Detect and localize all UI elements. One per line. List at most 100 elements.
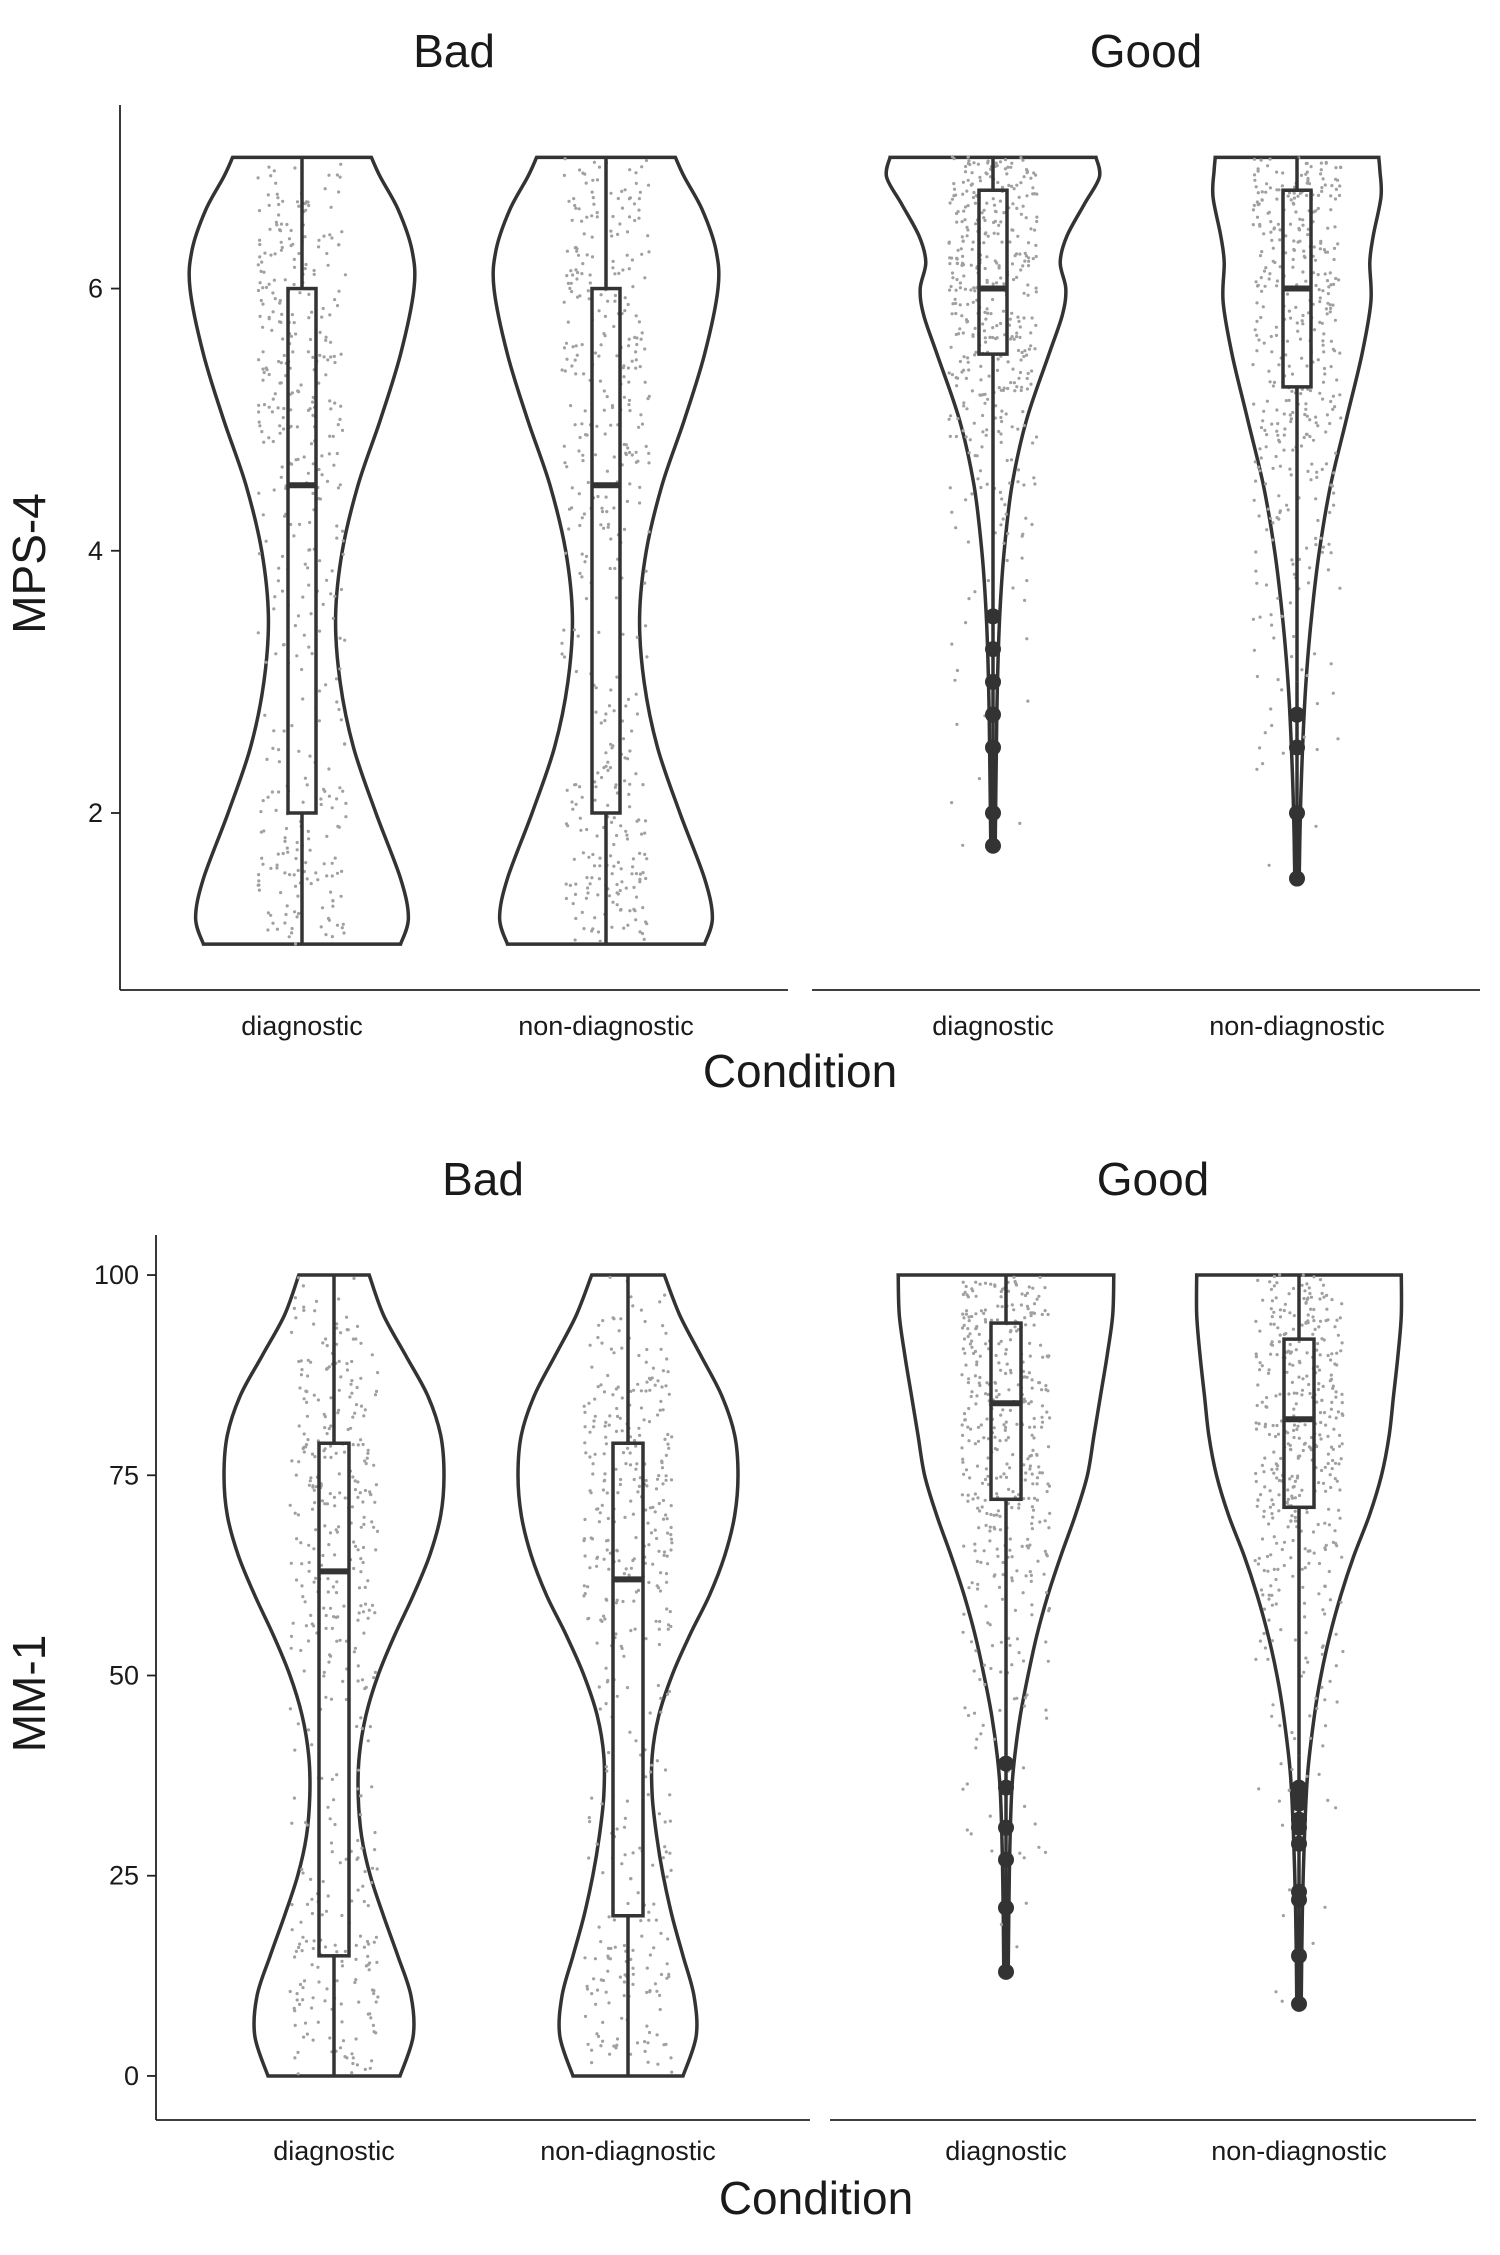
- jitter-point: [1022, 354, 1026, 359]
- jitter-point: [593, 1957, 598, 1961]
- jitter-point: [319, 797, 323, 801]
- jitter-point: [1308, 1714, 1312, 1718]
- jitter-point: [1302, 249, 1306, 253]
- jitter-point: [1320, 467, 1324, 471]
- jitter-point: [345, 1362, 349, 1366]
- jitter-point: [1027, 259, 1031, 263]
- jitter-point: [338, 786, 342, 790]
- jitter-point: [266, 928, 270, 932]
- jitter-point: [301, 697, 305, 701]
- jitter-point: [1304, 279, 1308, 283]
- jitter-point: [357, 1586, 362, 1590]
- jitter-point: [289, 408, 293, 412]
- jitter-point: [1021, 158, 1025, 162]
- jitter-point: [969, 1640, 974, 1644]
- jitter-point: [324, 1695, 328, 1699]
- jitter-point: [1253, 328, 1257, 332]
- jitter-point: [1016, 234, 1020, 238]
- jitter-point: [1322, 332, 1326, 336]
- jitter-point: [634, 1590, 639, 1594]
- violin-group: non-diagnostic: [1194, 1273, 1404, 2166]
- jitter-point: [592, 1977, 596, 1981]
- jitter-point: [1274, 1990, 1278, 1994]
- jitter-point: [304, 262, 308, 267]
- jitter-point: [330, 1777, 334, 1781]
- jitter-point: [587, 855, 591, 859]
- jitter-point: [1275, 1353, 1279, 1357]
- jitter-point: [338, 636, 342, 640]
- jitter-point: [1317, 1481, 1321, 1485]
- jitter-point: [641, 871, 645, 875]
- jitter-point: [1318, 296, 1322, 300]
- jitter-point: [948, 434, 952, 438]
- jitter-point: [984, 1342, 988, 1346]
- jitter-point: [325, 578, 329, 582]
- jitter-point: [983, 336, 987, 340]
- jitter-point: [1291, 257, 1295, 262]
- jitter-point: [301, 1284, 305, 1288]
- jitter-point: [1291, 410, 1295, 415]
- jitter-point: [608, 566, 612, 571]
- jitter-point: [570, 218, 574, 222]
- jitter-point: [1294, 305, 1298, 309]
- jitter-point: [1320, 1291, 1324, 1295]
- jitter-point: [289, 334, 293, 338]
- jitter-point: [344, 815, 348, 819]
- jitter-point: [579, 828, 583, 832]
- jitter-point: [591, 178, 595, 182]
- jitter-point: [1038, 1471, 1042, 1475]
- jitter-point: [1333, 318, 1337, 322]
- jitter-point: [640, 931, 645, 936]
- jitter-point: [995, 1318, 1000, 1322]
- jitter-point: [982, 241, 986, 245]
- jitter-point: [328, 1653, 332, 1657]
- jitter-point: [354, 1544, 358, 1548]
- jitter-point: [320, 1563, 324, 1567]
- jitter-point: [615, 833, 619, 838]
- jitter-point: [625, 1686, 630, 1690]
- jitter-point: [257, 420, 261, 424]
- jitter-point: [1321, 397, 1325, 401]
- jitter-point: [955, 220, 959, 224]
- jitter-point: [1278, 238, 1282, 242]
- jitter-point: [962, 1544, 966, 1548]
- jitter-point: [319, 802, 323, 807]
- jitter-point: [615, 1827, 619, 1831]
- facet-title: Good: [1097, 1153, 1210, 1205]
- jitter-point: [974, 1402, 978, 1406]
- jitter-point: [1259, 315, 1263, 320]
- jitter-point: [1272, 1450, 1276, 1454]
- jitter-point: [289, 424, 293, 428]
- jitter-point: [662, 1553, 666, 1557]
- jitter-point: [587, 1401, 591, 1405]
- jitter-point: [595, 1564, 599, 1568]
- jitter-point: [1270, 1603, 1274, 1607]
- jitter-point: [1258, 746, 1262, 750]
- jitter-point: [980, 211, 984, 215]
- jitter-point: [574, 206, 578, 210]
- jitter-point: [341, 789, 345, 793]
- jitter-point: [258, 281, 262, 285]
- jitter-point: [1260, 190, 1264, 194]
- jitter-point: [1267, 1522, 1271, 1526]
- jitter-point: [643, 2040, 647, 2044]
- jitter-point: [569, 281, 573, 285]
- jitter-point: [1257, 1787, 1261, 1791]
- jitter-point: [975, 1363, 979, 1367]
- jitter-point: [1257, 338, 1261, 342]
- jitter-point: [1008, 1643, 1012, 1647]
- jitter-point: [571, 807, 575, 811]
- jitter-point: [627, 344, 631, 348]
- jitter-point: [1314, 536, 1318, 541]
- jitter-point: [1311, 1332, 1315, 1336]
- jitter-point: [634, 171, 638, 175]
- jitter-point: [960, 1493, 965, 1497]
- jitter-point: [1004, 1420, 1008, 1424]
- jitter-point: [669, 1533, 673, 1537]
- jitter-point: [332, 1798, 336, 1802]
- jitter-point: [598, 379, 603, 383]
- jitter-point: [966, 356, 970, 360]
- jitter-point: [627, 403, 631, 407]
- jitter-point: [974, 1746, 978, 1750]
- jitter-point: [1000, 497, 1004, 501]
